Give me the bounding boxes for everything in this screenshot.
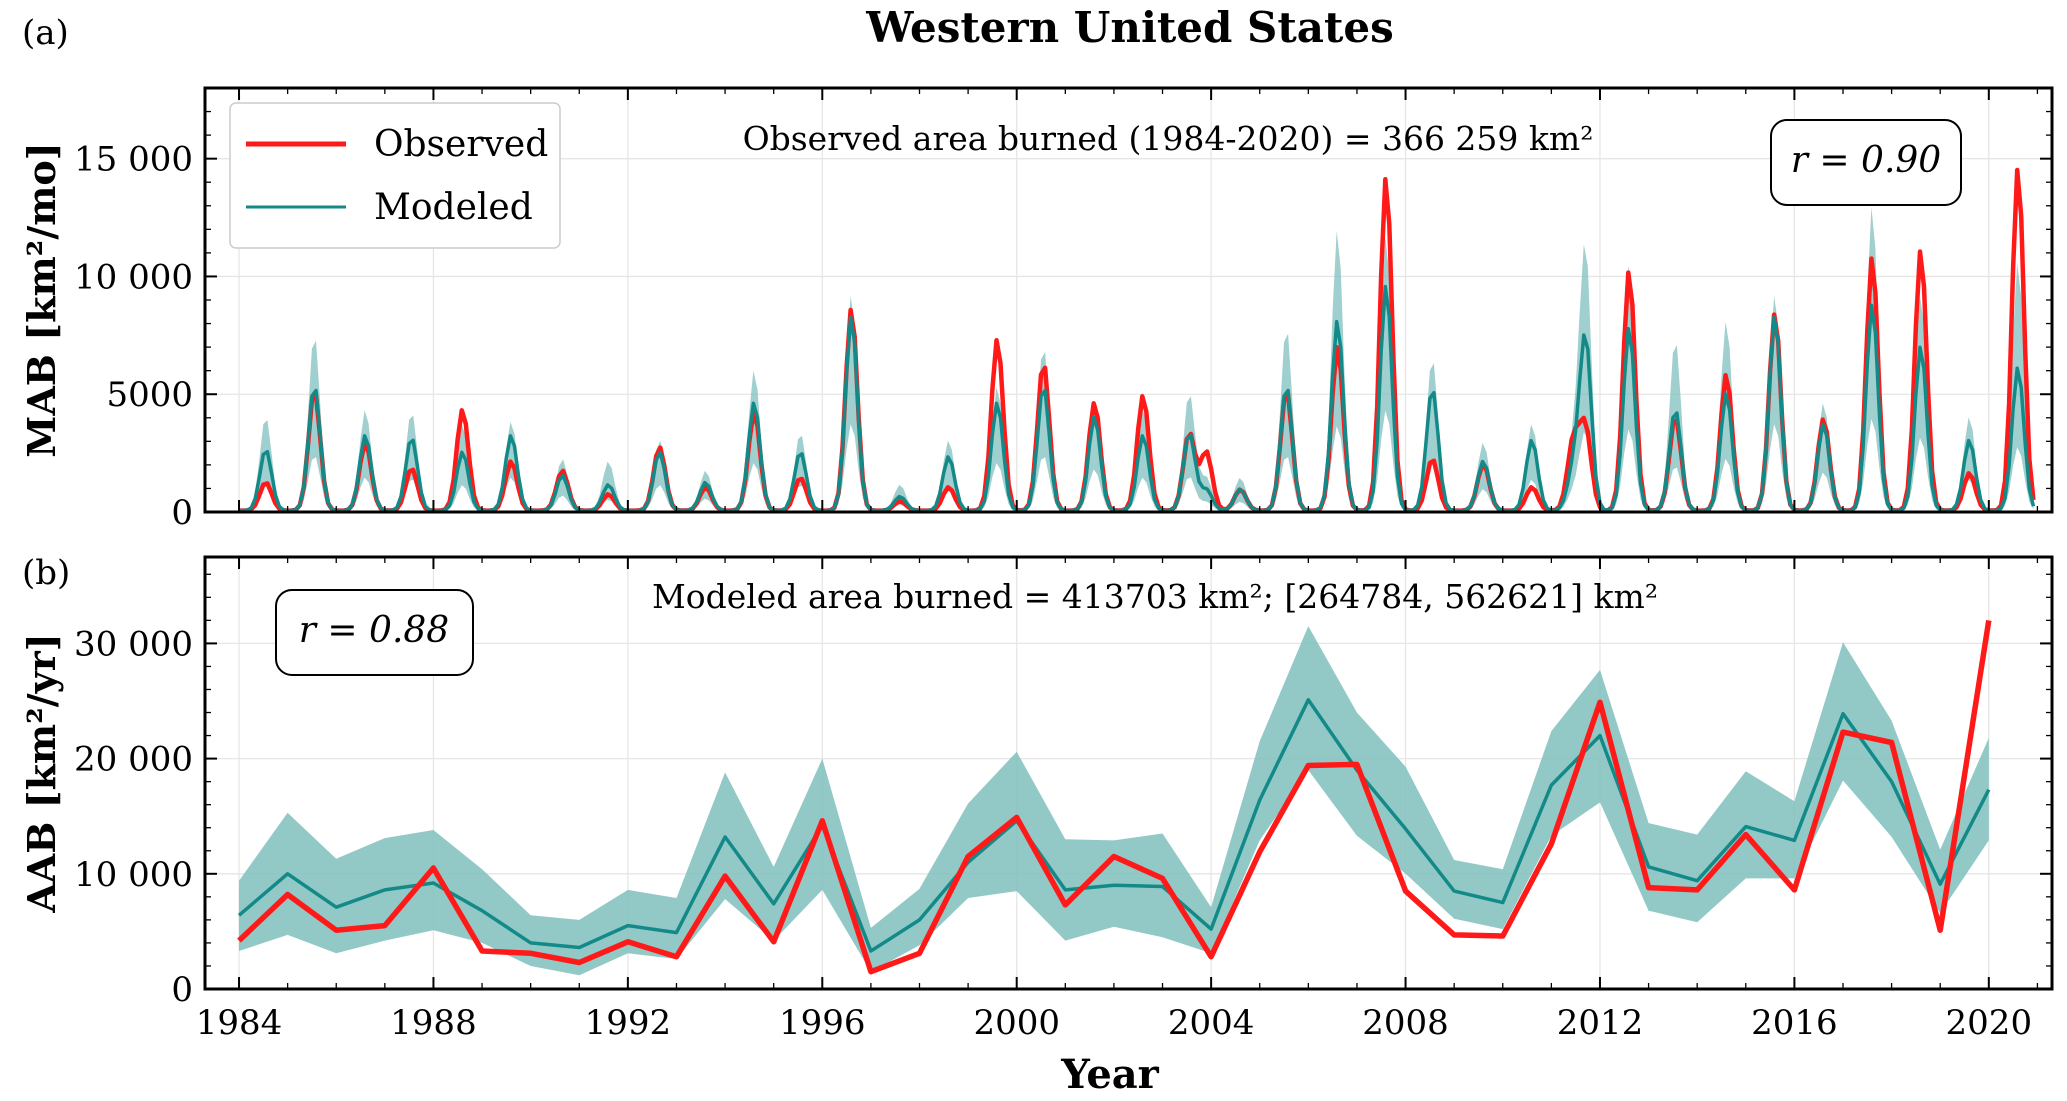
x-tick-label: 1992 <box>585 1003 672 1043</box>
panel-a-frame <box>203 86 2054 514</box>
y-tick-label: 10 000 <box>74 257 193 297</box>
x-tick-label: 2016 <box>1751 1003 1838 1043</box>
panel-a-annotation: Observed area burned (1984-2020) = 366 2… <box>743 119 1594 158</box>
panel-b-y-tick-labels: 0 10 000 20 000 30 000 <box>74 624 193 1010</box>
panel-a-legend: Observed Modeled <box>229 102 561 249</box>
panel-b: (b) 0 10 000 20 000 30 000 1984 1988 1992 1996… <box>19 553 2054 1098</box>
r-box-text: r = 0.88 <box>299 610 449 651</box>
r-box-frame <box>275 589 474 676</box>
x-tick-label: 2004 <box>1168 1003 1255 1043</box>
y-tick-label: 10 000 <box>74 855 193 895</box>
panel-a-label: (a) <box>22 13 69 53</box>
legend-frame <box>229 102 561 249</box>
x-axis-label: Year <box>1060 1051 1159 1098</box>
panel-b-label: (b) <box>22 553 70 593</box>
x-tick-label: 2012 <box>1557 1003 1644 1043</box>
panel-b-frame <box>203 555 2054 991</box>
r-box-text: r = 0.90 <box>1791 140 1941 181</box>
legend-modeled-label: Modeled <box>374 187 533 228</box>
panel-b-uncertainty-band <box>239 626 1989 976</box>
panel-b-annotation: Modeled area burned = 413703 km²; [26478… <box>652 577 1658 616</box>
x-tick-label: 2008 <box>1362 1003 1449 1043</box>
panel-b-r-box: r = 0.88 <box>275 589 474 676</box>
panel-a: (a) 0 5000 10 000 15 000 MAB [km²/mo] Obser… <box>19 13 2054 533</box>
y-tick-label: 15 000 <box>74 140 193 180</box>
y-tick-label: 30 000 <box>74 624 193 664</box>
panel-a-ylabel: MAB [km²/mo] <box>19 142 64 457</box>
x-tick-label: 2020 <box>1946 1003 2033 1043</box>
x-tick-label: 2000 <box>973 1003 1060 1043</box>
modeled-line <box>237 698 1991 953</box>
x-tick-label: 1984 <box>196 1003 283 1043</box>
x-tick-labels: 1984 1988 1992 1996 2000 2004 2008 2012 2016 2020 <box>196 1003 2032 1043</box>
y-tick-label: 20 000 <box>74 740 193 780</box>
panel-b-ylabel: AAB [km²/yr] <box>19 633 64 913</box>
figure-title: Western United States <box>865 3 1393 52</box>
y-tick-label: 5000 <box>106 375 193 415</box>
x-tick-label: 1988 <box>390 1003 477 1043</box>
panel-a-uncertainty-band <box>239 207 2034 512</box>
modeled-range-band <box>239 626 1989 976</box>
panel-a-r-box: r = 0.90 <box>1770 119 1962 206</box>
r-box-frame <box>1770 119 1962 206</box>
x-tick-label: 1996 <box>779 1003 866 1043</box>
panel-a-y-tick-labels: 0 5000 10 000 15 000 <box>74 140 193 533</box>
legend-observed-label: Observed <box>374 124 548 165</box>
modeled-range-band <box>239 207 2034 512</box>
y-tick-label: 0 <box>171 970 193 1010</box>
panel-b-series <box>237 619 1992 975</box>
y-tick-label: 0 <box>171 493 193 533</box>
observed-line <box>237 619 1992 975</box>
